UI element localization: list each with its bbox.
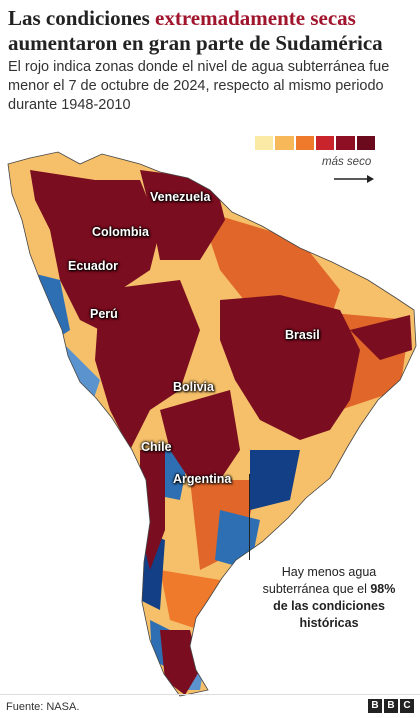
- bbc-logo: B B C: [368, 699, 414, 713]
- callout-text: Hay menos agua subterránea que el: [262, 565, 377, 596]
- legend-label: más seco: [322, 156, 372, 168]
- label-ecuador: Ecuador: [68, 259, 119, 273]
- legend-swatch-6: [356, 136, 375, 150]
- title-part1: Las condiciones: [8, 6, 156, 30]
- source-note: Fuente: NASA.: [6, 701, 80, 713]
- bbc-logo-b2: B: [384, 699, 398, 713]
- subtitle: El rojo indica zonas donde el nivel de a…: [8, 59, 390, 113]
- legend-swatch-2: [275, 136, 294, 150]
- color-legend: [255, 136, 375, 150]
- bbc-logo-c: C: [400, 699, 414, 713]
- footer-divider: [0, 694, 420, 695]
- label-chile: Chile: [141, 440, 172, 454]
- legend-swatch-4: [315, 136, 335, 150]
- label-brasil: Brasil: [285, 328, 320, 342]
- label-bolivia: Bolivia: [173, 380, 214, 394]
- south-america-map: [7, 151, 417, 697]
- callout-bold-text: de las condiciones históricas: [273, 599, 385, 630]
- legend-swatch-5: [336, 136, 355, 150]
- chart-title: Las condiciones extremadamente secas aum…: [8, 6, 412, 56]
- bbc-logo-b1: B: [368, 699, 382, 713]
- legend-swatch-1: [255, 136, 274, 150]
- title-part2: aumentaron en gran parte de Sudamérica: [8, 31, 383, 55]
- legend-swatch-3: [295, 136, 314, 150]
- label-argentina: Argentina: [173, 472, 232, 486]
- continent-outline: [7, 151, 417, 697]
- label-peru: Perú: [90, 307, 118, 321]
- callout-percent: 98%: [370, 582, 396, 596]
- callout-box: Hay menos agua subterránea que el 98% de…: [250, 558, 408, 640]
- label-venezuela: Venezuela: [150, 190, 211, 204]
- label-colombia: Colombia: [92, 225, 149, 239]
- callout-leader-line: [249, 474, 250, 560]
- arrow-right-icon: [334, 175, 374, 183]
- title-highlight: extremadamente secas: [155, 6, 356, 30]
